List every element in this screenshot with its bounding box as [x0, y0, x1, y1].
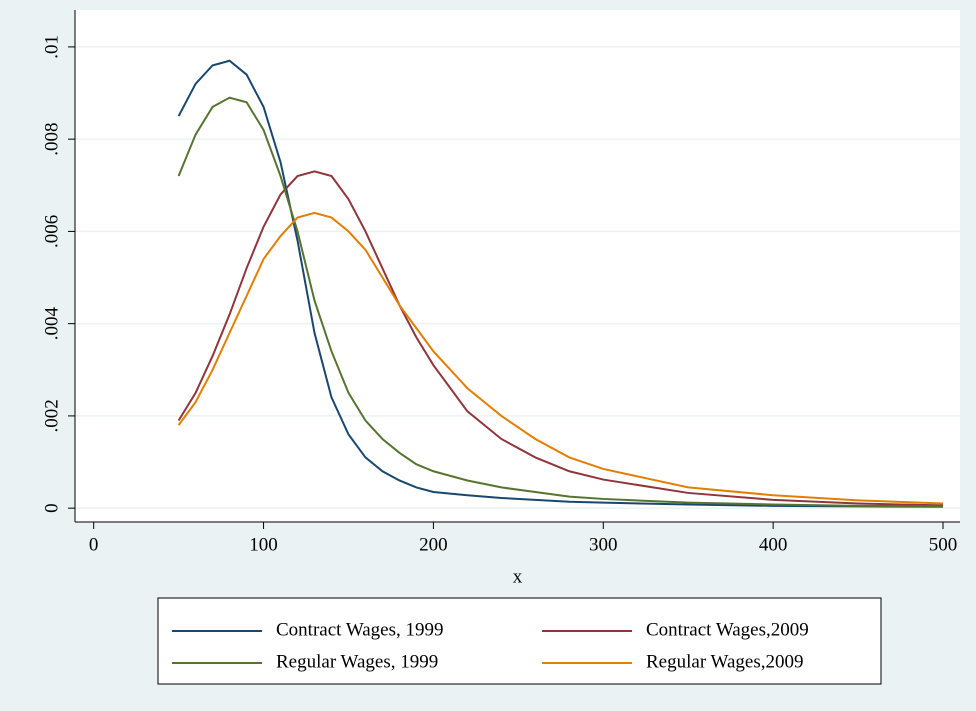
series-line: [177, 211, 944, 505]
y-tick-label: .01: [41, 35, 62, 59]
x-tick-label: 200: [419, 534, 448, 555]
legend-label: Contract Wages,2009: [646, 619, 809, 640]
x-tick-label: 300: [589, 534, 618, 555]
series-line: [177, 59, 944, 508]
series-line: [177, 170, 944, 507]
y-tick-label: .004: [41, 307, 62, 341]
x-tick-label: 0: [89, 534, 99, 555]
legend-label: Contract Wages, 1999: [276, 619, 444, 640]
legend-box: [157, 597, 882, 685]
x-tick-label: 500: [929, 534, 958, 555]
y-tick-label: .008: [41, 123, 62, 156]
plot-area: [75, 10, 960, 522]
x-tick-label: 100: [249, 534, 278, 555]
legend-label: Regular Wages,2009: [646, 651, 803, 672]
y-tick-label: .006: [41, 215, 62, 248]
legend-label: Regular Wages, 1999: [276, 651, 438, 672]
x-axis-title: x: [513, 566, 523, 587]
series-line: [177, 96, 944, 508]
y-tick-label: 0: [41, 503, 62, 513]
y-tick-label: .002: [41, 399, 62, 432]
x-tick-label: 400: [759, 534, 788, 555]
